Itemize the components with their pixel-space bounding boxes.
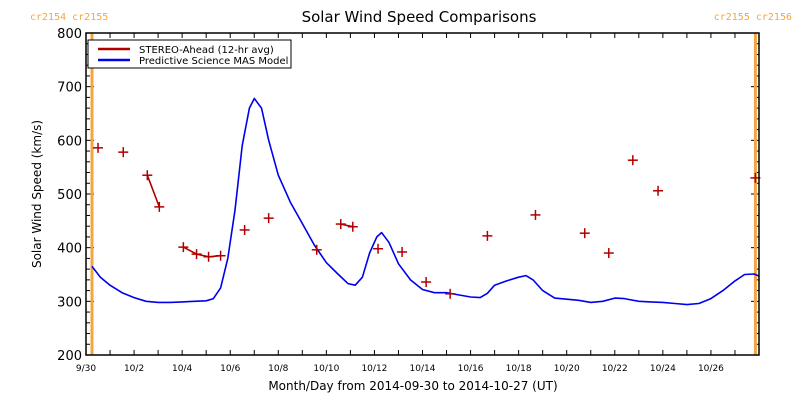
stereo-data-point bbox=[263, 213, 274, 224]
stereo-data-point bbox=[445, 288, 456, 299]
y-tick-label: 600 bbox=[57, 134, 82, 149]
stereo-data-point bbox=[154, 201, 165, 212]
y-tick-label: 300 bbox=[57, 295, 82, 310]
x-tick-label: 10/24 bbox=[650, 364, 676, 374]
y-tick-label: 700 bbox=[57, 81, 82, 96]
carrington-label: cr2154 cr2155 bbox=[30, 12, 108, 23]
stereo-data-point bbox=[347, 221, 358, 232]
stereo-data-point bbox=[579, 228, 590, 239]
stereo-segment-line bbox=[182, 246, 221, 258]
x-axis-label: Month/Day from 2014-09-30 to 2014-10-27 … bbox=[268, 379, 557, 393]
carrington-markers bbox=[90, 33, 757, 355]
plot-frame bbox=[85, 32, 760, 356]
y-axis-label: Solar Wind Speed (km/s) bbox=[30, 120, 44, 268]
stereo-data-point bbox=[178, 242, 189, 253]
stereo-data-point bbox=[530, 209, 541, 220]
x-tick-label: 10/22 bbox=[602, 364, 628, 374]
stereo-data-point bbox=[239, 224, 250, 235]
legend: STEREO-Ahead (12-hr avg) Predictive Scie… bbox=[87, 39, 292, 69]
stereo-data-point bbox=[603, 248, 614, 259]
stereo-data-point bbox=[203, 251, 214, 262]
stereo-data-point bbox=[627, 155, 638, 166]
stereo-data-point bbox=[93, 142, 104, 153]
x-tick-label: 10/12 bbox=[361, 364, 387, 374]
stereo-series bbox=[93, 142, 761, 299]
legend-label-model: Predictive Science MAS Model bbox=[139, 56, 288, 67]
x-tick-label: 10/2 bbox=[124, 364, 144, 374]
carrington-labels: cr2154 cr2155 cr2155 cr2156 bbox=[30, 12, 792, 23]
y-tick-label: 400 bbox=[57, 242, 82, 257]
x-tick-label: 10/20 bbox=[554, 364, 580, 374]
stereo-data-point bbox=[311, 244, 322, 255]
stereo-data-point bbox=[373, 243, 384, 254]
stereo-data-point bbox=[482, 230, 493, 241]
stereo-data-point bbox=[215, 250, 226, 261]
x-tick-label: 10/14 bbox=[410, 364, 436, 374]
x-tick-label: 10/16 bbox=[458, 364, 484, 374]
x-tick-label: 9/30 bbox=[76, 364, 96, 374]
stereo-data-point bbox=[421, 277, 432, 288]
y-tick-label: 800 bbox=[57, 27, 82, 42]
model-line bbox=[91, 97, 760, 306]
y-tick-label: 200 bbox=[57, 349, 82, 364]
stereo-data-point bbox=[142, 170, 153, 181]
stereo-data-point bbox=[118, 147, 129, 158]
carrington-label: cr2155 cr2156 bbox=[714, 12, 792, 23]
chart-title: Solar Wind Speed Comparisons bbox=[302, 8, 537, 26]
x-tick-label: 10/4 bbox=[172, 364, 192, 374]
stereo-data-point bbox=[335, 219, 346, 230]
stereo-data-point bbox=[191, 249, 202, 260]
x-tick-label: 10/26 bbox=[698, 364, 724, 374]
x-tick-label: 10/6 bbox=[220, 364, 240, 374]
y-tick-labels: 200 300 400 500 600 700 800 bbox=[57, 27, 82, 364]
legend-label-stereo: STEREO-Ahead (12-hr avg) bbox=[139, 45, 274, 56]
stereo-segment-line bbox=[146, 174, 161, 208]
x-tick-label: 10/8 bbox=[268, 364, 288, 374]
x-tick-label: 10/18 bbox=[506, 364, 532, 374]
stereo-data-point bbox=[397, 246, 408, 257]
stereo-data-point bbox=[653, 185, 664, 196]
y-tick-label: 500 bbox=[57, 188, 82, 203]
legend-box bbox=[87, 39, 292, 69]
model-series bbox=[91, 97, 760, 306]
x-tick-label: 10/10 bbox=[313, 364, 339, 374]
x-tick-labels: 9/30 10/2 10/4 10/6 10/8 10/10 10/12 10/14 10/16… bbox=[76, 364, 724, 374]
